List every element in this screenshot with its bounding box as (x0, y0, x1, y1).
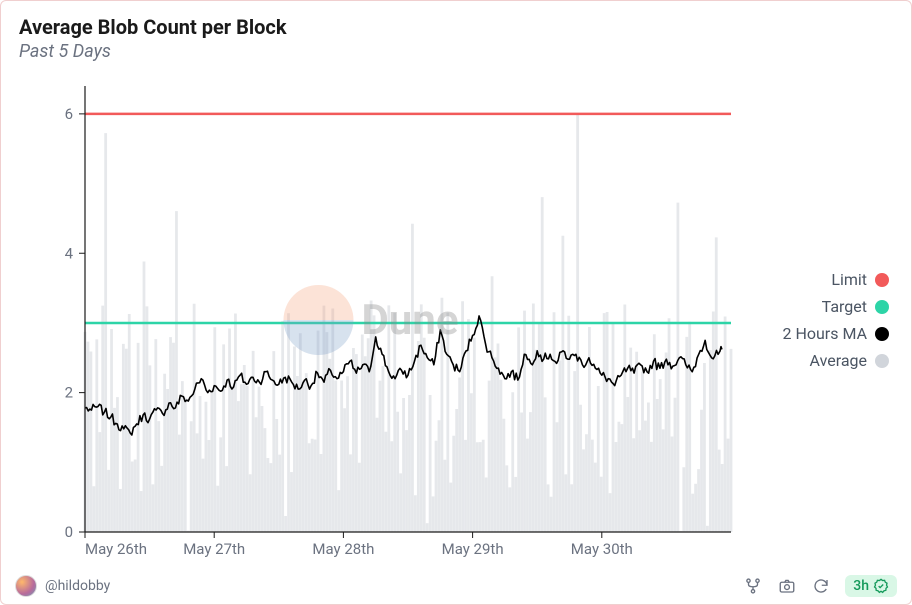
refresh-pill[interactable]: 3h (845, 575, 897, 597)
chart-card: Average Blob Count per Block Past 5 Days… (0, 0, 912, 605)
legend-swatch (875, 354, 889, 368)
y-tick-label: 6 (65, 105, 73, 123)
legend-item[interactable]: Target (741, 297, 889, 316)
refresh-icon[interactable] (811, 576, 831, 596)
chart-footer: @hildobby 3h (1, 568, 911, 604)
legend-item[interactable]: Average (741, 351, 889, 370)
chart-area: Dune 0246May 26thMay 27thMay 28thMay 29t… (1, 72, 741, 568)
refresh-age-label: 3h (853, 578, 869, 594)
footer-actions: 3h (743, 575, 897, 597)
x-tick-label: May 30th (571, 540, 633, 558)
y-tick-label: 0 (65, 523, 73, 541)
x-tick-label: May 29th (442, 540, 504, 558)
check-seal-icon (873, 578, 889, 594)
x-tick-label: May 27th (183, 540, 245, 558)
x-tick-label: May 26th (85, 540, 147, 558)
legend-label: Limit (831, 270, 867, 289)
avatar (15, 575, 37, 597)
chart-title: Average Blob Count per Block (19, 15, 893, 39)
chart-subtitle: Past 5 Days (19, 41, 893, 62)
legend-label: Average (810, 351, 867, 370)
x-tick-label: May 28th (312, 540, 374, 558)
legend-label: Target (822, 297, 867, 316)
y-tick-label: 4 (65, 244, 74, 262)
chart-svg: 0 2 4 6 May 26th May 27th May 28th May 29th May … (1, 72, 741, 568)
author-handle: @hildobby (45, 578, 110, 594)
legend-swatch (875, 327, 889, 341)
legend-item[interactable]: Limit (741, 270, 889, 289)
legend: Limit Target 2 Hours MA Average (741, 72, 901, 568)
chart-row: Dune 0246May 26thMay 27thMay 28thMay 29t… (1, 62, 911, 568)
author-block[interactable]: @hildobby (15, 575, 110, 597)
camera-icon[interactable] (777, 576, 797, 596)
legend-swatch (875, 273, 889, 287)
fork-icon[interactable] (743, 576, 763, 596)
legend-item[interactable]: 2 Hours MA (741, 324, 889, 343)
chart-header: Average Blob Count per Block Past 5 Days (1, 1, 911, 62)
legend-label: 2 Hours MA (782, 324, 867, 343)
y-tick-label: 2 (65, 384, 73, 402)
legend-swatch (875, 300, 889, 314)
